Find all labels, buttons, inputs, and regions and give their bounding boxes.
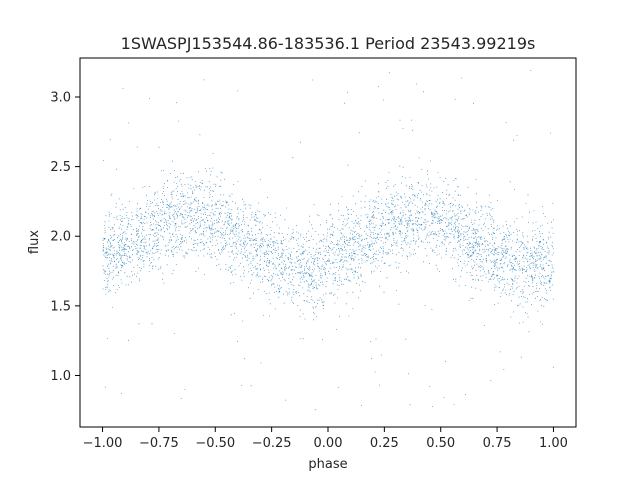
- scatter-points: [102, 70, 554, 411]
- x-tick-label: 0.75: [483, 436, 512, 451]
- x-tick-label: 1.00: [539, 436, 568, 451]
- x-tick-label: −1.00: [83, 436, 123, 451]
- y-tick-label: 1.0: [50, 369, 71, 384]
- x-tick-label: 0.25: [370, 436, 399, 451]
- x-tick-label: −0.50: [195, 436, 235, 451]
- x-axis: −1.00 −0.75 −0.50 −0.25 0.00 0.25 0.50 0.75 1.00: [83, 427, 568, 451]
- plot-area: [102, 70, 554, 411]
- y-tick-label: 1.5: [50, 299, 71, 314]
- y-axis: 1.0 1.5 2.0 2.5 3.0: [50, 90, 80, 384]
- x-tick-label: −0.25: [252, 436, 292, 451]
- x-tick-label: −0.75: [139, 436, 179, 451]
- y-tick-label: 3.0: [50, 90, 71, 105]
- y-tick-label: 2.5: [50, 160, 71, 175]
- x-axis-label: phase: [308, 457, 347, 472]
- x-tick-label: 0.50: [426, 436, 455, 451]
- y-tick-label: 2.0: [50, 230, 71, 245]
- x-tick-label: 0.00: [314, 436, 343, 451]
- y-axis-label: flux: [27, 230, 42, 254]
- chart-title: 1SWASPJ153544.86-183536.1 Period 23543.9…: [121, 34, 536, 53]
